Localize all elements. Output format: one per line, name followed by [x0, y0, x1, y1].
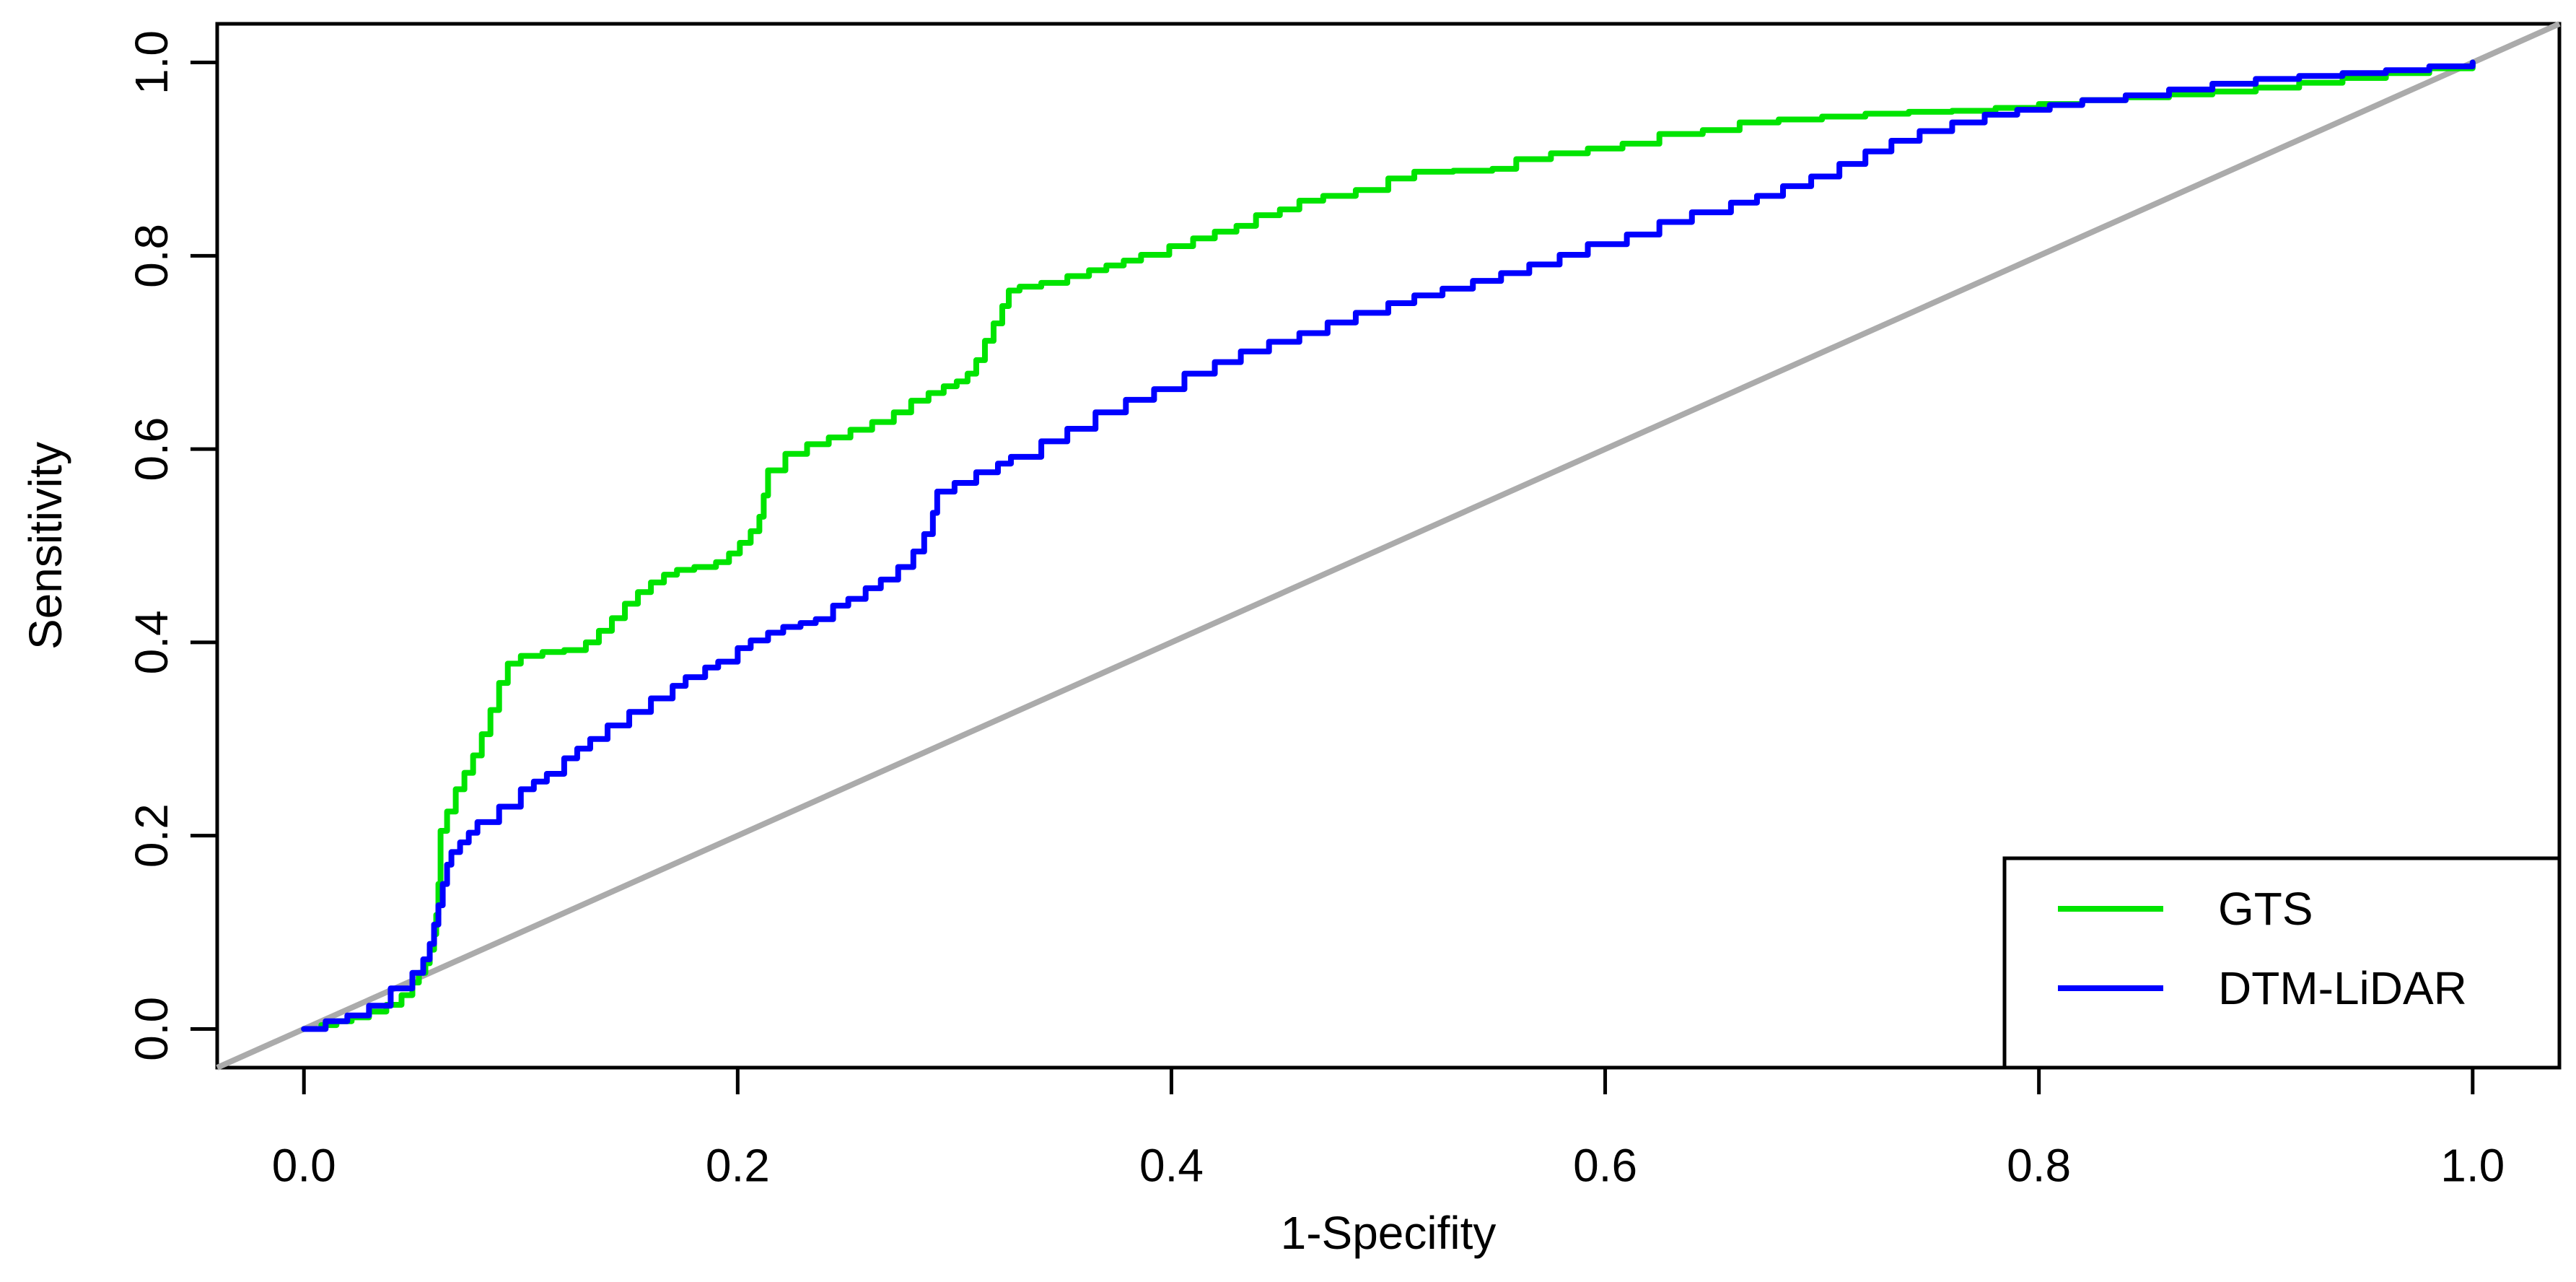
roc-curve-gts	[301, 59, 2476, 1032]
x-axis-ticks: 0.0 0.2 0.4 0.6 0.8 1.0	[272, 1068, 2505, 1191]
y-tick-label: 0.8	[126, 224, 178, 288]
plot-border-box	[215, 22, 2562, 1070]
legend: GTS DTM-LiDAR	[2002, 856, 2562, 1070]
legend-label-gts: GTS	[2218, 883, 2313, 935]
y-axis-ticks: 0.0 0.2 0.4 0.6 0.8 1.0	[126, 30, 217, 1061]
chance-diagonal	[216, 21, 2561, 1070]
y-tick-label: 1.0	[126, 30, 178, 95]
y-axis-label: Sensitivity	[19, 442, 71, 650]
y-tick-label: 0.0	[126, 997, 178, 1061]
roc-curves	[301, 59, 2476, 1032]
x-tick-label: 0.2	[706, 1139, 770, 1191]
roc-curve-dtm-lidar	[301, 59, 2476, 1032]
y-tick-label: 0.2	[126, 803, 178, 868]
y-tick-label: 0.6	[126, 417, 178, 481]
x-tick-label: 0.4	[1139, 1139, 1204, 1191]
y-tick-label: 0.4	[126, 610, 178, 674]
legend-label-dtm-lidar: DTM-LiDAR	[2218, 962, 2467, 1014]
x-tick-label: 0.8	[2007, 1139, 2071, 1191]
x-tick-label: 0.0	[272, 1139, 336, 1191]
diagonal-reference-line	[216, 21, 2561, 1070]
legend-box	[2002, 856, 2562, 1070]
x-tick-label: 1.0	[2440, 1139, 2505, 1191]
x-tick-label: 0.6	[1573, 1139, 1637, 1191]
x-axis-label: 1-Specifity	[1281, 1207, 1497, 1259]
